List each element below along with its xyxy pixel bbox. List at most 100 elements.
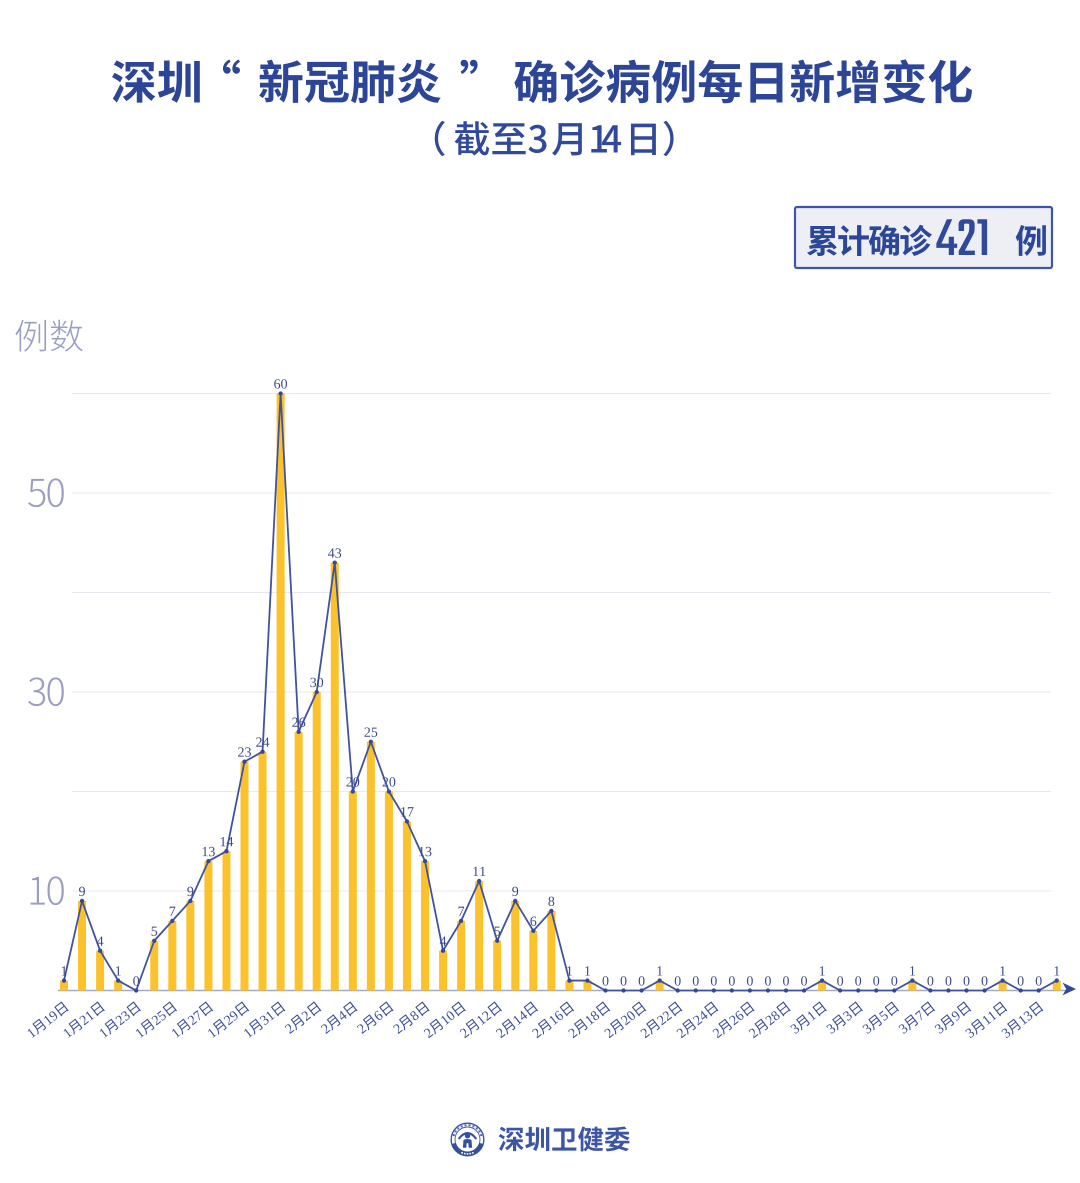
data-point xyxy=(819,978,825,983)
data-point xyxy=(332,560,337,565)
value-label xyxy=(458,906,465,916)
glyph xyxy=(764,976,771,986)
glyph xyxy=(754,1018,769,1035)
glyph xyxy=(631,1001,647,1017)
logo-bottom-band xyxy=(451,1142,484,1156)
value-label xyxy=(419,846,432,857)
glyph xyxy=(868,224,899,257)
glyph xyxy=(790,1024,800,1034)
glyph xyxy=(15,319,47,352)
glyph xyxy=(49,1011,58,1021)
glyph xyxy=(620,1015,631,1026)
badge-suffix xyxy=(1015,225,1046,256)
glyph xyxy=(262,737,270,747)
value-label xyxy=(567,966,573,976)
bar xyxy=(96,950,105,991)
glyph xyxy=(481,1011,492,1022)
glyph xyxy=(27,1028,37,1038)
data-point xyxy=(982,988,987,993)
glyph xyxy=(458,906,465,916)
glyph xyxy=(85,1011,95,1021)
y-axis-tick-labels xyxy=(28,478,64,906)
bar xyxy=(475,881,484,991)
glyph xyxy=(54,1001,69,1017)
data-point xyxy=(856,988,861,993)
glyph xyxy=(640,1028,650,1039)
data-point xyxy=(224,849,229,854)
glyph xyxy=(451,1001,466,1017)
glyph xyxy=(346,777,353,787)
glyph xyxy=(718,1018,732,1035)
value-label xyxy=(620,976,627,986)
glyph xyxy=(604,1126,630,1152)
data-point xyxy=(549,908,554,914)
glyph xyxy=(528,124,547,154)
glyph xyxy=(104,1018,119,1035)
glyph xyxy=(284,1024,295,1034)
glyph xyxy=(595,1001,611,1017)
glyph xyxy=(573,1018,588,1035)
glyph xyxy=(712,1028,723,1039)
glyph xyxy=(222,59,241,74)
data-point xyxy=(603,988,608,993)
glyph xyxy=(523,1001,538,1017)
data-point xyxy=(386,789,392,794)
glyph xyxy=(156,1010,166,1021)
glyph xyxy=(151,926,158,936)
glyph xyxy=(525,1126,550,1152)
glyph xyxy=(441,1015,450,1025)
glyph xyxy=(692,1015,703,1026)
glyph xyxy=(862,1024,872,1034)
glyph xyxy=(657,966,663,976)
bar xyxy=(240,761,249,991)
glyph xyxy=(423,1028,434,1039)
data-point xyxy=(260,749,265,754)
value-label xyxy=(692,976,699,986)
data-point xyxy=(97,948,103,953)
glyph xyxy=(627,1011,635,1020)
glyph xyxy=(963,976,970,986)
glyph xyxy=(552,123,582,156)
bar xyxy=(402,821,411,991)
glyph xyxy=(28,478,46,508)
glyph xyxy=(30,876,45,905)
logo-ring-glyph xyxy=(468,1124,471,1127)
x-tick-label xyxy=(531,1001,575,1039)
glyph xyxy=(956,1001,972,1017)
data-point xyxy=(675,988,680,993)
y-tick-label xyxy=(28,677,64,707)
value-label xyxy=(530,916,537,926)
glyph xyxy=(50,319,83,352)
bar xyxy=(276,393,285,991)
glyph xyxy=(419,846,425,857)
glyph xyxy=(126,1001,141,1017)
data-point xyxy=(116,978,121,983)
glyph xyxy=(1017,976,1024,986)
x-tick-label xyxy=(898,1001,936,1034)
bar xyxy=(186,900,195,991)
glyph xyxy=(212,1018,227,1035)
value-label xyxy=(891,976,898,986)
glyph xyxy=(473,866,479,877)
glyph xyxy=(454,121,490,156)
x-tick-label xyxy=(172,1001,214,1038)
data-point xyxy=(711,988,716,993)
value-label xyxy=(169,906,176,916)
glyph xyxy=(115,966,121,976)
data-point xyxy=(892,988,897,993)
glyph xyxy=(487,1001,502,1017)
value-label xyxy=(873,976,880,986)
x-tick-label xyxy=(676,1001,719,1039)
value-label xyxy=(96,936,104,946)
glyph xyxy=(340,1010,347,1020)
data-point xyxy=(61,978,67,983)
glyph xyxy=(512,886,519,897)
page-subtitle xyxy=(434,120,674,157)
glyph xyxy=(928,59,972,104)
value-label xyxy=(801,976,808,986)
glyph xyxy=(351,60,395,104)
data-point xyxy=(296,729,301,734)
glyph xyxy=(520,1010,528,1020)
glyph xyxy=(514,59,557,104)
glyph xyxy=(927,976,934,986)
